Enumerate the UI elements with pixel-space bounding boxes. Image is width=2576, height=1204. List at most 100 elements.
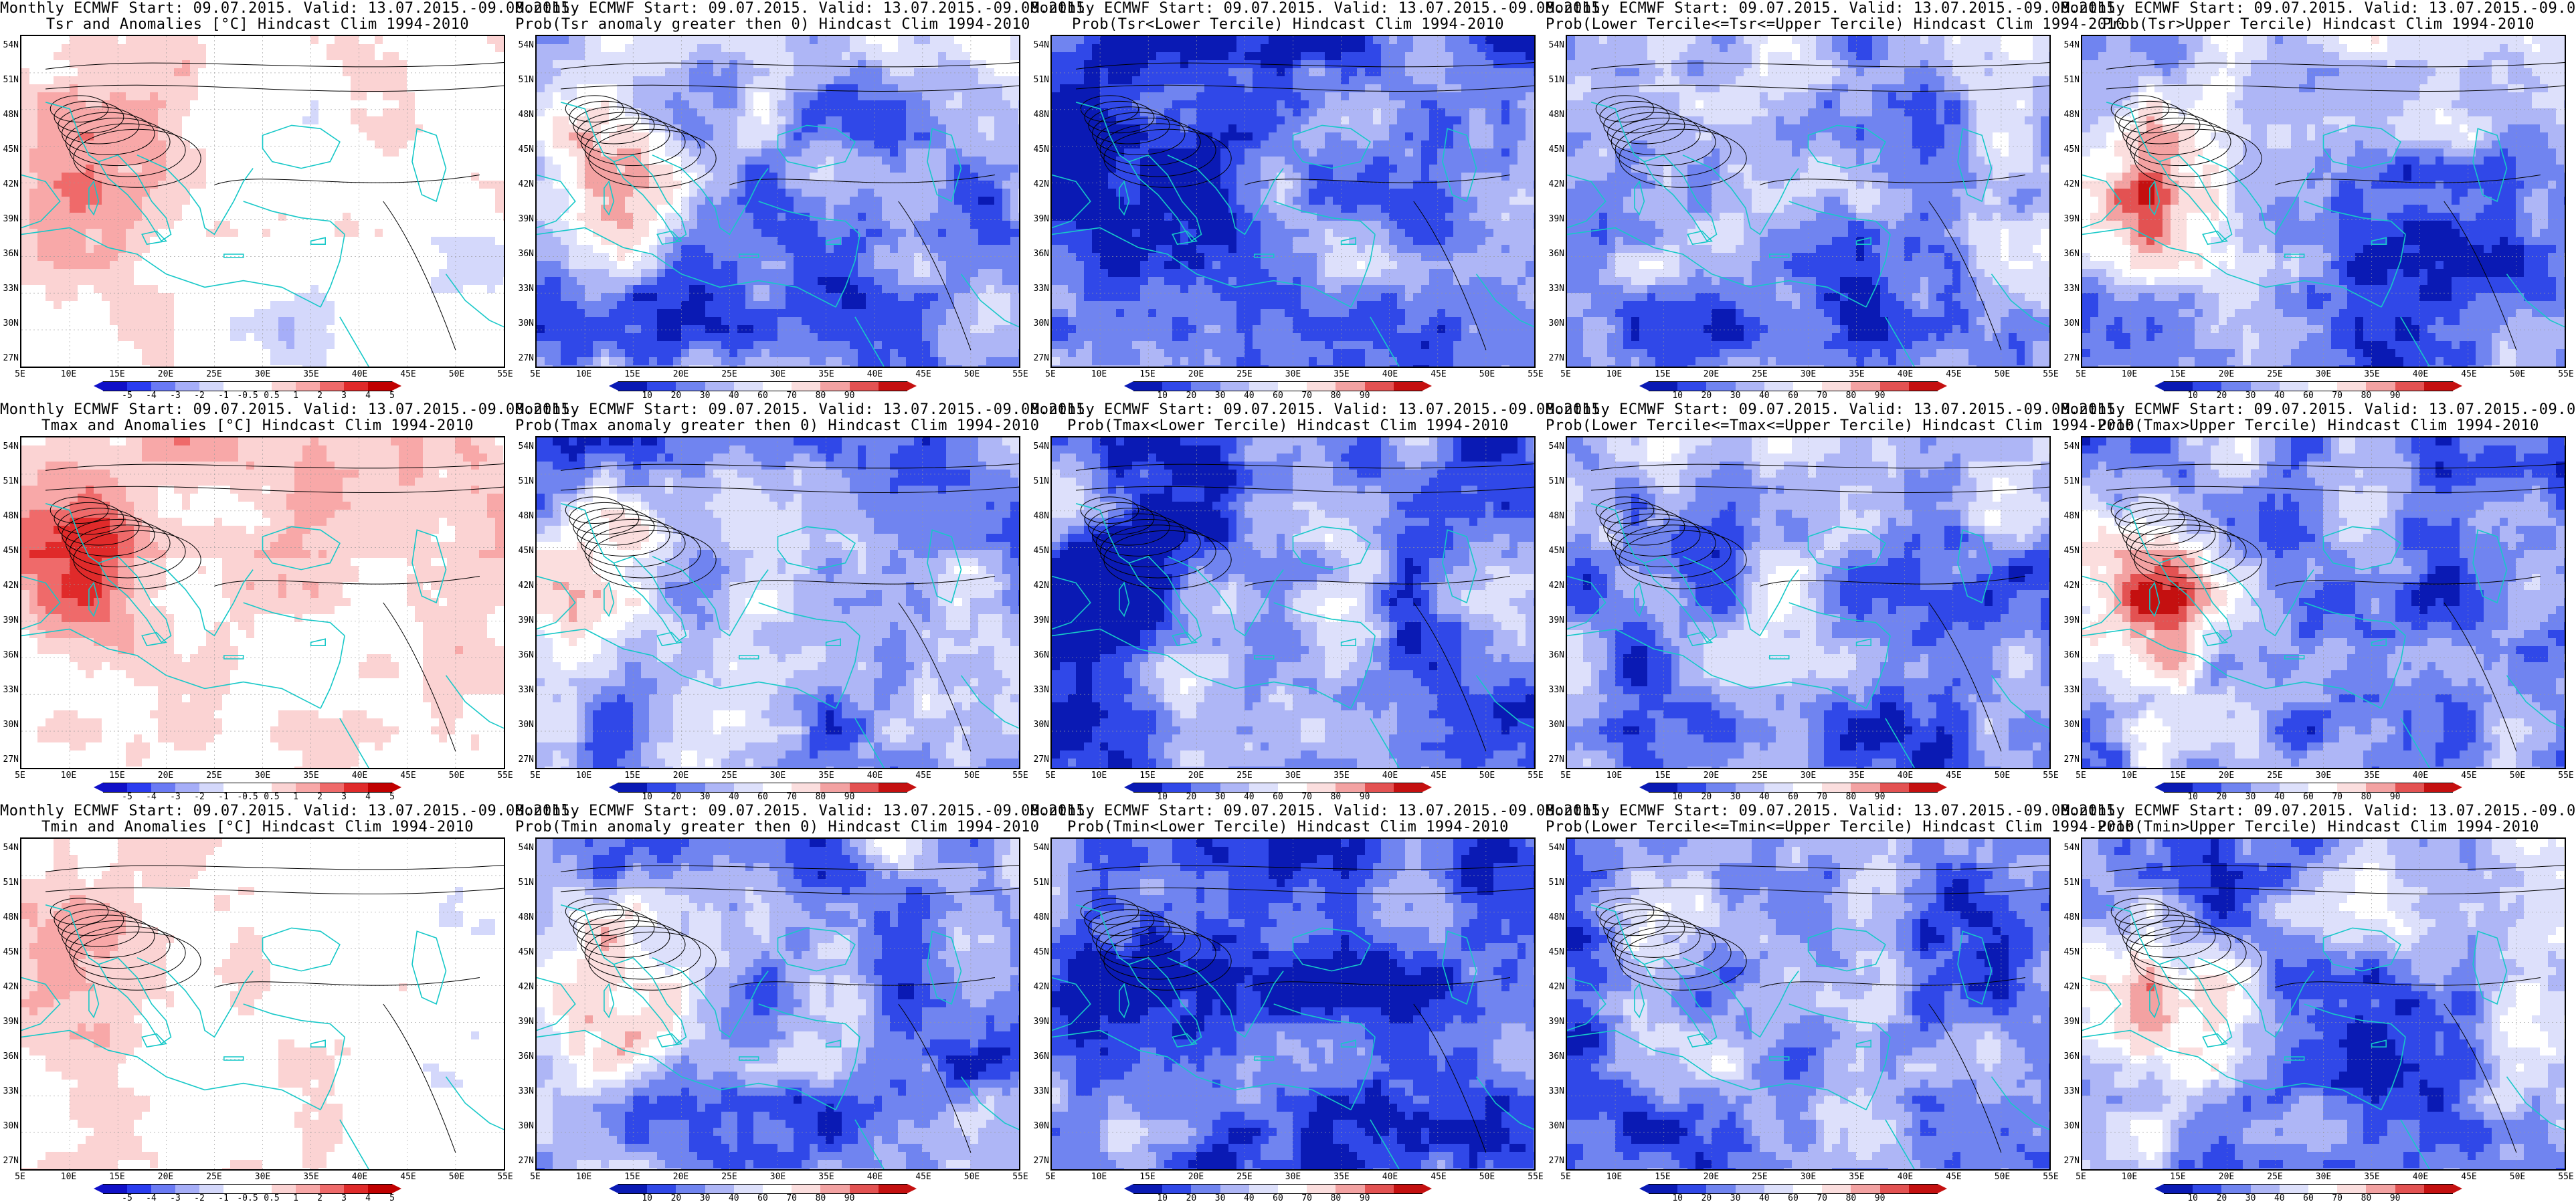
panel-tsr-upper-lon-label: 45E — [2452, 369, 2486, 379]
panel-tmin-middle-colorbar-cell — [1822, 1184, 1851, 1194]
panel-tsr-lon-label: 5E — [3, 369, 37, 379]
panel-tsr-upper-colorbar-tick: 10 — [2179, 391, 2206, 401]
panel-tmax-upper-lon-label: 10E — [2113, 771, 2146, 781]
panel-tmin-upper-lon-label: 30E — [2307, 1172, 2340, 1182]
panel-tmin: Monthly ECMWF Start: 09.07.2015. Valid: … — [0, 803, 579, 1204]
panel-tmin-lower-title-line1: Monthly ECMWF Start: 09.07.2015. Valid: … — [1030, 803, 1609, 820]
panel-tsr-pos-colorbar-cell — [618, 381, 648, 391]
panel-tsr-colorbar-tick: 2 — [306, 391, 333, 401]
panel-tmax-upper-colorbar-cell — [2308, 783, 2338, 793]
panel-tsr-colorbar-cell — [248, 381, 272, 391]
panel-tmin-map — [20, 837, 505, 1171]
panel-tsr-lower-colorbar-cell — [1191, 381, 1220, 391]
panel-tsr-upper-lon-label: 40E — [2404, 369, 2437, 379]
panel-tmin-pos-lat-label: 42N — [507, 982, 534, 992]
panel-tsr-lat-label: 51N — [0, 75, 19, 85]
panel-tsr-lower-lat-label: 45N — [1022, 144, 1049, 155]
panel-tmax-pos-colorbar-cell — [878, 783, 908, 793]
panel-tmin-middle-field — [1567, 839, 2049, 1169]
panel-tmax-middle-title-line2: Prob(Lower Tercile<=Tmax<=Upper Tercile)… — [1546, 417, 2134, 435]
panel-tsr-lower-colorbar-cell — [1336, 381, 1365, 391]
panel-tsr-middle-colorbar-tick: 80 — [1837, 391, 1864, 401]
panel-tmin-lower-colorbar-tick: 60 — [1265, 1193, 1291, 1203]
panel-tmax-middle-lat-label: 51N — [1538, 476, 1564, 486]
panel-tmin-lon-label: 20E — [149, 1172, 183, 1182]
panel-tmax-lower-lat-label: 51N — [1022, 476, 1049, 486]
panel-tmin-pos-lat-label: 33N — [507, 1086, 534, 1096]
panel-tmax-lower-lon-label: 10E — [1083, 771, 1116, 781]
panel-tmin-upper-title-line1: Monthly ECMWF Start: 09.07.2015. Valid: … — [2061, 803, 2576, 820]
panel-tmax-colorbar-tick: 3 — [331, 792, 357, 802]
panel-tsr-middle-lon-label: 25E — [1743, 369, 1776, 379]
panel-tsr-middle-lat-label: 33N — [1538, 284, 1564, 294]
panel-tsr-colorbar-cell — [175, 381, 199, 391]
panel-tsr-pos-colorbar-cell — [705, 381, 734, 391]
panel-tsr-upper-lat-label: 36N — [2053, 249, 2080, 259]
panel-tmax-upper-lon-label: 40E — [2404, 771, 2437, 781]
panel-tmin-lower-lat-label: 30N — [1022, 1121, 1049, 1131]
panel-tsr-middle-colorbar — [1639, 381, 1948, 391]
panel-tmax-upper-lon-label: 30E — [2307, 771, 2340, 781]
panel-tmax-upper-colorbar-max-arrow — [2453, 783, 2463, 792]
panel-tmax-middle-colorbar-tick: 80 — [1837, 792, 1864, 802]
panel-tsr-lower-colorbar-cell — [1278, 381, 1307, 391]
panel-tmin-pos-colorbar-min-arrow — [609, 1184, 618, 1193]
panel-tmin-upper-colorbar-tick: 30 — [2237, 1193, 2264, 1203]
panel-tsr-lower-lon-label: 25E — [1228, 369, 1261, 379]
panel-tsr-middle-colorbar-tick: 30 — [1722, 391, 1749, 401]
panel-tmin-middle-lon-label: 10E — [1598, 1172, 1631, 1182]
panel-tmin-upper-colorbar-tick: 80 — [2353, 1193, 2379, 1203]
panel-tmax-lower-colorbar — [1124, 783, 1433, 793]
panel-tmin-lower-lon-label: 30E — [1277, 1172, 1310, 1182]
panel-tsr-middle-colorbar-tick: 60 — [1780, 391, 1807, 401]
panel-tmax-lower-colorbar-cell — [1133, 783, 1163, 793]
panel-tmin-lon-label: 50E — [440, 1172, 474, 1182]
panel-tmax-colorbar-tick: 2 — [306, 792, 333, 802]
panel-tsr-upper-colorbar-tick: 60 — [2295, 391, 2322, 401]
panel-tmin-upper-title-line2: Prob(Tmin>Upper Tercile) Hindcast Clim 1… — [2061, 819, 2576, 836]
panel-tsr-lower-lon-label: 35E — [1325, 369, 1358, 379]
panel-tsr-lower-title-line1: Monthly ECMWF Start: 09.07.2015. Valid: … — [1030, 0, 1609, 17]
panel-tmin-upper-field — [2082, 839, 2565, 1169]
panel-tmin-pos-colorbar-tick: 70 — [778, 1193, 805, 1203]
panel-tsr-pos-colorbar-cell — [733, 381, 763, 391]
panel-tsr-pos-lat-label: 42N — [507, 179, 534, 189]
panel-tmin-upper-lat-label: 51N — [2053, 878, 2080, 888]
panel-tsr-colorbar-cell — [272, 381, 296, 391]
panel-tmin-lower-lat-label: 51N — [1022, 878, 1049, 888]
panel-tmin-middle-lat-label: 36N — [1538, 1051, 1564, 1062]
panel-tmin-upper-colorbar-cell — [2366, 1184, 2395, 1194]
panel-tmax-upper-colorbar-tick: 80 — [2353, 792, 2379, 802]
panel-tmax-pos-lon-label: 30E — [761, 771, 795, 781]
panel-tmin-pos-field — [537, 839, 1019, 1169]
panel-tmin-middle-lon-label: 5E — [1549, 1172, 1582, 1182]
panel-tmax-colorbar-tick: 0.5 — [258, 792, 285, 802]
panel-tmax-upper-colorbar-tick: 70 — [2324, 792, 2351, 802]
panel-tmin-middle-lon-label: 20E — [1695, 1172, 1728, 1182]
panel-tmin-upper-colorbar — [2154, 1184, 2463, 1194]
panel-tmin-lower-colorbar-tick: 80 — [1322, 1193, 1349, 1203]
panel-tsr-colorbar-tick: -4 — [138, 391, 165, 401]
panel-tmax-upper-lat-label: 42N — [2053, 581, 2080, 591]
panel-tmin-lon-label: 25E — [197, 1172, 231, 1182]
panel-tsr-upper-colorbar-cell — [2337, 381, 2367, 391]
panel-tmin-lower-lat-label: 39N — [1022, 1017, 1049, 1027]
panel-tmax-middle-lat-label: 30N — [1538, 720, 1564, 730]
panel-tmin-upper-colorbar-cell — [2395, 1184, 2424, 1194]
panel-tmin-pos-lat-label: 27N — [507, 1156, 534, 1166]
panel-tmax-pos-colorbar-tick: 90 — [836, 792, 863, 802]
panel-tmax-pos-colorbar-cell — [792, 783, 821, 793]
panel-tmax-lower-colorbar-tick: 10 — [1149, 792, 1176, 802]
panel-tmax-pos-lat-label: 54N — [507, 441, 534, 452]
panel-tsr-middle-colorbar-cell — [1851, 381, 1880, 391]
panel-tmin-title-line2: Tmin and Anomalies [°C] Hindcast Clim 19… — [0, 819, 515, 836]
panel-tmax-middle-map — [1566, 436, 2051, 769]
panel-tsr-middle-colorbar-cell — [1879, 381, 1909, 391]
panel-tmin-middle-title-line2: Prob(Lower Tercile<=Tmin<=Upper Tercile)… — [1546, 819, 2134, 836]
panel-tmin-middle-colorbar-tick: 70 — [1809, 1193, 1835, 1203]
panel-tmin-pos-colorbar-cell — [849, 1184, 879, 1194]
panel-tmin-lower-lat-label: 54N — [1022, 843, 1049, 853]
panel-tmin-middle-colorbar-cell — [1677, 1184, 1707, 1194]
panel-tmax-middle-colorbar-tick: 40 — [1751, 792, 1778, 802]
panel-tmax-middle-lat-label: 48N — [1538, 511, 1564, 521]
